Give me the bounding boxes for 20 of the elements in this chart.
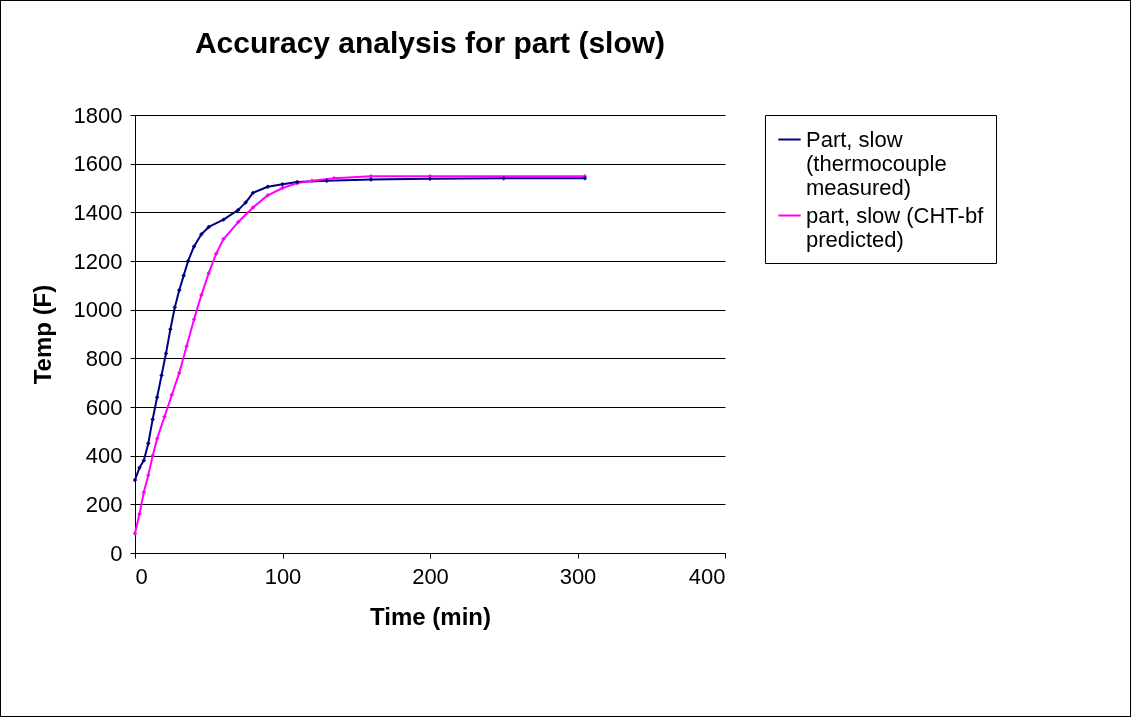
x-tick-label: 400 — [688, 563, 726, 589]
y-tick-label: 1000 — [73, 297, 123, 323]
y-tick-label: 800 — [85, 345, 123, 371]
x-tick-label: 200 — [412, 563, 449, 589]
y-tick-label: 1600 — [73, 151, 123, 177]
y-tick-label: 0 — [110, 540, 123, 566]
y-tick-label: 1800 — [73, 102, 123, 128]
y-tick-label: 600 — [85, 394, 123, 420]
legend-label: part, slow (CHT-bf predicted) — [806, 202, 985, 252]
x-tick-label: 100 — [264, 563, 302, 589]
y-tick-label: 200 — [85, 491, 123, 517]
legend-label: Part, slow (thermocouple measured) — [806, 126, 947, 200]
y-axis-title: Temp (F) — [28, 284, 56, 385]
chart-title: Accuracy analysis for part (slow) — [194, 26, 666, 59]
y-tick-label: 400 — [85, 443, 123, 469]
x-tick-label: 300 — [559, 563, 597, 589]
y-tick-label: 1200 — [73, 248, 123, 274]
x-axis-title: Time (min) — [370, 602, 491, 630]
y-tick-label: 1400 — [73, 199, 123, 225]
x-tick-label: 0 — [135, 563, 148, 589]
